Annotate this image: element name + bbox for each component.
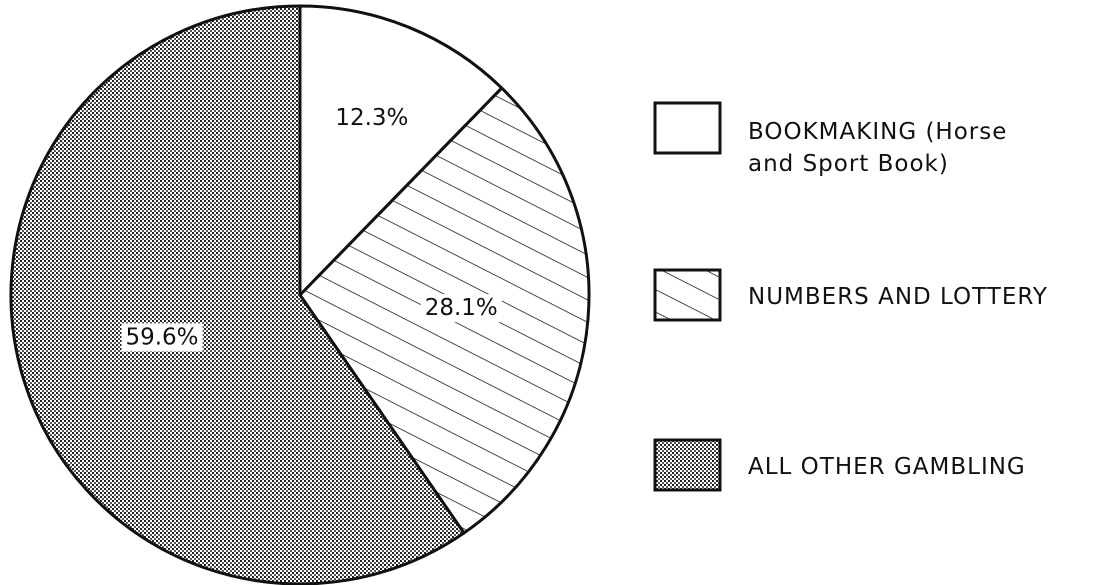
pie-slice	[298, 4, 504, 297]
legend-swatch	[653, 268, 722, 322]
label-background	[121, 323, 203, 352]
slice-label: 28.1%	[425, 295, 498, 321]
label-background	[420, 294, 502, 323]
pie-slice	[9, 4, 466, 585]
legend-swatch	[653, 101, 722, 155]
slice-label: 12.3%	[335, 105, 408, 131]
legend-label: ALL OTHER GAMBLING	[748, 454, 1026, 480]
slice-label: 59.6%	[125, 324, 198, 350]
legend-swatch	[653, 438, 722, 492]
legend-label: BOOKMAKING (Horse and Sport Book)	[748, 119, 1008, 177]
legend-label: NUMBERS AND LOTTERY	[748, 284, 1048, 310]
